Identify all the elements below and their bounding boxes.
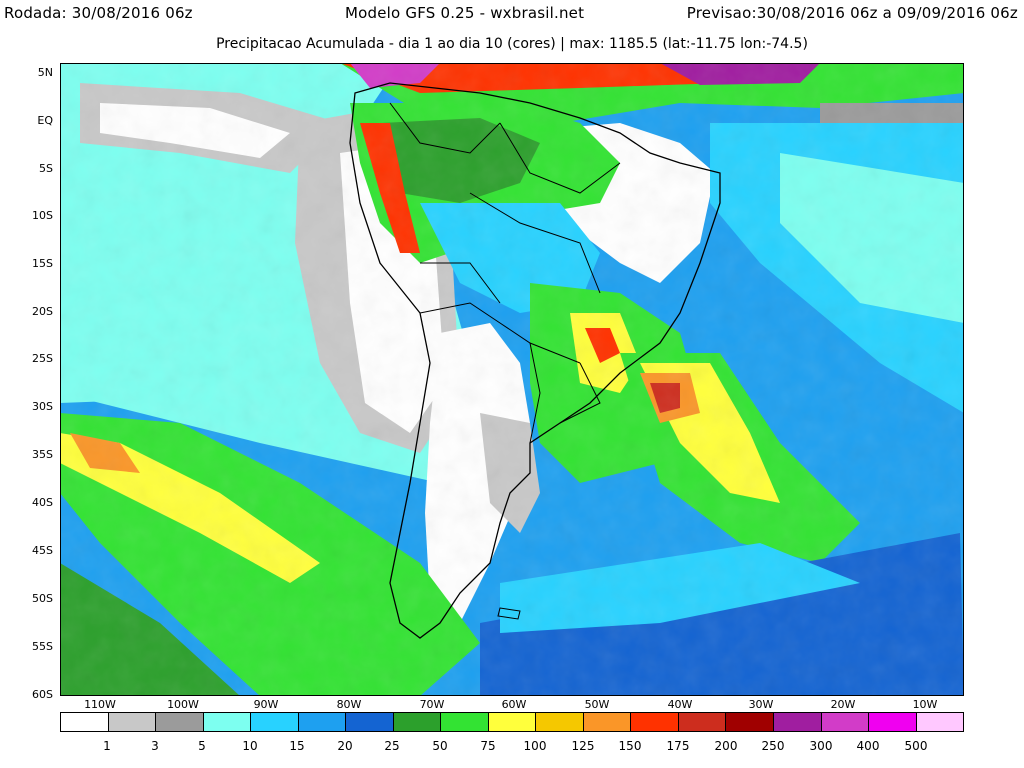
colorbar-swatch: [488, 713, 537, 731]
colorbar-label: 75: [480, 739, 496, 753]
colorbar-swatch: [536, 713, 584, 731]
colorbar-swatch: [346, 713, 394, 731]
lat-label: 5S: [39, 162, 53, 175]
colorbar-label: 125: [571, 739, 595, 753]
lat-label: 30S: [32, 400, 53, 413]
colorbar-label: 20: [337, 739, 353, 753]
lon-label: 100W: [167, 698, 199, 711]
lat-label: 25S: [32, 352, 53, 365]
colorbar-label: 10: [242, 739, 258, 753]
colorbar-label: 25: [384, 739, 400, 753]
lon-label: 80W: [336, 698, 362, 711]
colorbar-swatch: [916, 713, 964, 731]
lon-label: 70W: [419, 698, 445, 711]
lat-label: EQ: [37, 114, 53, 127]
colorbar-label: 400: [856, 739, 880, 753]
colorbar-swatch: [631, 713, 679, 731]
lat-label: 50S: [32, 592, 53, 605]
lon-label: 10W: [912, 698, 938, 711]
colorbar-label: 100: [523, 739, 547, 753]
lat-label: 60S: [32, 688, 53, 701]
lat-label: 55S: [32, 640, 53, 653]
colorbar-swatch: [156, 713, 204, 731]
run-time-label: Rodada: 30/08/2016 06z: [4, 4, 193, 22]
country-borders: [389, 102, 621, 444]
colorbar-swatch: [441, 713, 489, 731]
colorbar-swatch: [773, 713, 822, 731]
colorbar-swatch: [298, 713, 347, 731]
lon-label: 20W: [830, 698, 856, 711]
colorbar-label: 5: [198, 739, 206, 753]
map-subtitle: Precipitacao Acumulada - dia 1 ao dia 10…: [216, 36, 808, 52]
precipitation-colorbar: [60, 712, 964, 732]
colorbar-label: 500: [904, 739, 928, 753]
colorbar-label: 200: [714, 739, 738, 753]
texture-overlay: [60, 63, 964, 696]
colorbar-swatch: [869, 713, 917, 731]
map-frame: [60, 63, 964, 696]
lat-label: 15S: [32, 257, 53, 270]
lon-label: 30W: [748, 698, 774, 711]
colorbar-label: 1: [103, 739, 111, 753]
lat-label: 35S: [32, 448, 53, 461]
colorbar-swatch: [251, 713, 299, 731]
lat-label: 5N: [37, 66, 53, 79]
colorbar-label: 3: [151, 739, 159, 753]
colorbar-swatch: [678, 713, 727, 731]
south-america-coastline: [349, 82, 721, 639]
lon-label: 60W: [501, 698, 527, 711]
colorbar-swatch: [821, 713, 870, 731]
colorbar-swatch: [203, 713, 252, 731]
lon-label: 40W: [667, 698, 693, 711]
colorbar-label: 50: [432, 739, 448, 753]
forecast-period-label: Previsao:30/08/2016 06z a 09/09/2016 06z: [686, 4, 1018, 22]
colorbar-label: 175: [666, 739, 690, 753]
lon-label: 110W: [84, 698, 116, 711]
precipitation-map: [60, 63, 964, 696]
colorbar-label: 15: [289, 739, 305, 753]
lat-label: 20S: [32, 305, 53, 318]
lon-label: 90W: [253, 698, 279, 711]
colorbar-swatch: [583, 713, 632, 731]
colorbar-label: 150: [618, 739, 642, 753]
lat-label: 45S: [32, 544, 53, 557]
colorbar-swatch: [393, 713, 442, 731]
colorbar-label: 300: [809, 739, 833, 753]
colorbar-label: 250: [761, 739, 785, 753]
colorbar-swatch: [61, 713, 109, 731]
colorbar-swatch: [108, 713, 157, 731]
lat-label: 40S: [32, 496, 53, 509]
colorbar-swatch: [726, 713, 774, 731]
lat-label: 10S: [32, 209, 53, 222]
falkland-islands: [497, 607, 521, 620]
lon-label: 50W: [584, 698, 610, 711]
model-title: Modelo GFS 0.25 - wxbrasil.net: [345, 4, 585, 22]
